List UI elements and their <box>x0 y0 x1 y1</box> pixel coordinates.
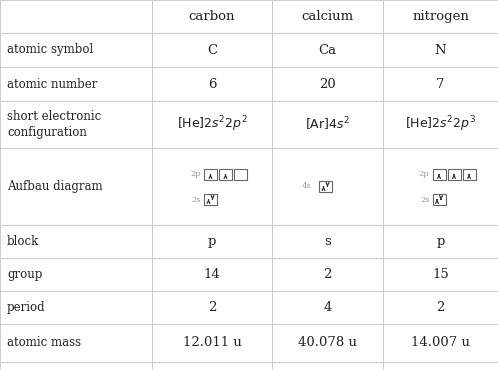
Bar <box>0 148 152 225</box>
Bar <box>152 225 272 258</box>
Text: 40.078 u: 40.078 u <box>298 336 357 350</box>
Text: $[\mathrm{Ar}]4s^{2}$: $[\mathrm{Ar}]4s^{2}$ <box>305 116 350 133</box>
Bar <box>272 258 383 291</box>
Bar <box>272 148 383 225</box>
Text: C: C <box>207 44 217 57</box>
Bar <box>272 101 383 148</box>
Bar <box>383 148 498 225</box>
Bar <box>383 225 498 258</box>
Bar <box>0 0 152 33</box>
Bar <box>0 67 152 101</box>
Bar <box>152 148 272 225</box>
Text: 2: 2 <box>323 268 332 281</box>
Text: p: p <box>436 235 445 248</box>
Bar <box>204 169 217 180</box>
Text: atomic number: atomic number <box>7 77 98 91</box>
Bar <box>152 0 272 33</box>
Bar <box>272 291 383 324</box>
Text: $[\mathrm{He}]2s^{2}2p^{2}$: $[\mathrm{He}]2s^{2}2p^{2}$ <box>177 115 248 134</box>
Bar <box>272 225 383 258</box>
Bar <box>272 67 383 101</box>
Bar <box>204 194 217 205</box>
Bar <box>383 362 498 370</box>
Bar <box>0 258 152 291</box>
Bar <box>432 169 446 180</box>
Text: 4s: 4s <box>302 182 312 191</box>
Bar <box>383 0 498 33</box>
Text: period: period <box>7 301 46 314</box>
Bar <box>152 33 272 67</box>
Bar <box>383 291 498 324</box>
Text: group: group <box>7 268 42 281</box>
Bar <box>0 324 152 362</box>
Text: 15: 15 <box>432 268 449 281</box>
Text: Aufbau diagram: Aufbau diagram <box>7 180 103 193</box>
Text: 2s: 2s <box>192 195 201 204</box>
Text: Ca: Ca <box>318 44 337 57</box>
Bar <box>272 0 383 33</box>
Text: 2: 2 <box>436 301 445 314</box>
Text: $[\mathrm{He}]2s^{2}2p^{3}$: $[\mathrm{He}]2s^{2}2p^{3}$ <box>405 115 476 134</box>
Bar <box>152 101 272 148</box>
Text: atomic mass: atomic mass <box>7 336 81 350</box>
Text: short electronic
configuration: short electronic configuration <box>7 110 101 139</box>
Text: 20: 20 <box>319 77 336 91</box>
Bar <box>152 258 272 291</box>
Bar <box>383 67 498 101</box>
Bar <box>383 33 498 67</box>
Text: block: block <box>7 235 39 248</box>
Text: 7: 7 <box>436 77 445 91</box>
Text: 6: 6 <box>208 77 216 91</box>
Text: N: N <box>435 44 446 57</box>
Text: calcium: calcium <box>301 10 354 23</box>
Bar <box>272 362 383 370</box>
Bar <box>152 362 272 370</box>
Bar <box>0 362 152 370</box>
Bar <box>152 324 272 362</box>
Bar <box>0 33 152 67</box>
Bar <box>272 33 383 67</box>
Text: p: p <box>208 235 216 248</box>
Bar <box>448 169 461 180</box>
Bar <box>319 181 332 192</box>
Text: nitrogen: nitrogen <box>412 10 469 23</box>
Bar <box>152 67 272 101</box>
Bar <box>432 194 446 205</box>
Bar <box>463 169 476 180</box>
Text: 4: 4 <box>323 301 332 314</box>
Bar <box>0 291 152 324</box>
Text: 2: 2 <box>208 301 216 314</box>
Bar <box>383 101 498 148</box>
Bar <box>0 101 152 148</box>
Text: 14.007 u: 14.007 u <box>411 336 470 350</box>
Bar <box>383 258 498 291</box>
Text: carbon: carbon <box>189 10 235 23</box>
Bar <box>234 169 247 180</box>
Text: 14: 14 <box>204 268 221 281</box>
Bar <box>272 324 383 362</box>
Bar <box>0 225 152 258</box>
Bar <box>152 291 272 324</box>
Text: s: s <box>324 235 331 248</box>
Text: 2p: 2p <box>190 171 201 178</box>
Text: 2p: 2p <box>419 171 429 178</box>
Text: 2s: 2s <box>420 195 429 204</box>
Bar <box>383 324 498 362</box>
Text: atomic symbol: atomic symbol <box>7 44 93 57</box>
Text: 12.011 u: 12.011 u <box>183 336 242 350</box>
Bar <box>219 169 232 180</box>
